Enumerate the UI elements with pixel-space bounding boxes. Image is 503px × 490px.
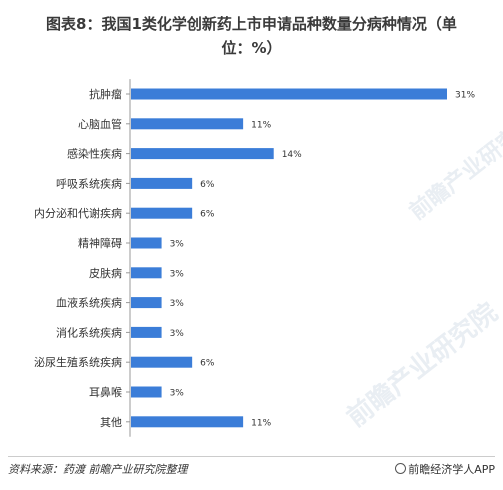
source-note: 资料来源：药渡 前瞻产业研究院整理	[8, 463, 188, 476]
data-label: 3%	[170, 329, 185, 339]
data-label: 11%	[251, 418, 271, 428]
bar	[131, 177, 193, 189]
data-label: 3%	[170, 389, 185, 399]
category-label: 血液系统疾病	[56, 296, 122, 310]
category-label: 其他	[100, 416, 122, 429]
bar	[131, 267, 162, 279]
category-label: 皮肤病	[89, 266, 122, 280]
bar	[131, 386, 162, 398]
chart-title-line2: 位：%）	[221, 39, 282, 57]
category-label: 泌尿生殖系统疾病	[34, 355, 122, 369]
footer: 资料来源：药渡 前瞻产业研究院整理 前瞻经济学人APP	[8, 461, 495, 477]
bar	[131, 416, 244, 428]
category-label: 耳鼻喉	[89, 385, 122, 399]
bar	[131, 356, 193, 368]
bar	[131, 88, 447, 100]
data-label: 6%	[200, 180, 215, 190]
data-label: 6%	[200, 359, 215, 369]
category-label: 心脑血管	[78, 117, 122, 131]
bar	[131, 326, 162, 338]
chart-title-line1: 图表8：我国1类化学创新药上市申请品种数量分病种情况（单	[46, 15, 457, 33]
bar	[131, 237, 162, 249]
category-label: 消化系统疾病	[56, 325, 122, 339]
bar	[131, 118, 244, 130]
category-label: 抗肿瘤	[89, 87, 122, 101]
brand-text: 前瞻经济学人APP	[408, 463, 495, 476]
data-label: 31%	[455, 91, 475, 101]
data-label: 3%	[170, 299, 185, 309]
chart-title: 图表8：我国1类化学创新药上市申请品种数量分病种情况（单 位：%）	[0, 12, 503, 60]
category-label: 感染性疾病	[67, 147, 122, 161]
data-label: 11%	[251, 120, 271, 130]
bar	[131, 297, 162, 309]
data-label: 6%	[200, 210, 215, 220]
category-label: 呼吸系统疾病	[56, 176, 122, 190]
bar-chart: 抗肿瘤 31% 心脑血管 11% 感染性疾病 14% 呼吸系统疾病 6% 内分泌和代谢疾病 6% 精…	[34, 79, 475, 437]
data-label: 3%	[170, 240, 185, 250]
data-label: 14%	[282, 150, 302, 160]
category-label: 精神障碍	[78, 236, 122, 250]
bar	[131, 148, 274, 160]
brand-logo-icon	[395, 463, 407, 474]
footer-divider	[8, 456, 495, 457]
bar	[131, 207, 193, 219]
brand-label: 前瞻经济学人APP	[395, 461, 495, 477]
category-label: 内分泌和代谢疾病	[34, 206, 122, 220]
data-label: 3%	[170, 269, 185, 279]
